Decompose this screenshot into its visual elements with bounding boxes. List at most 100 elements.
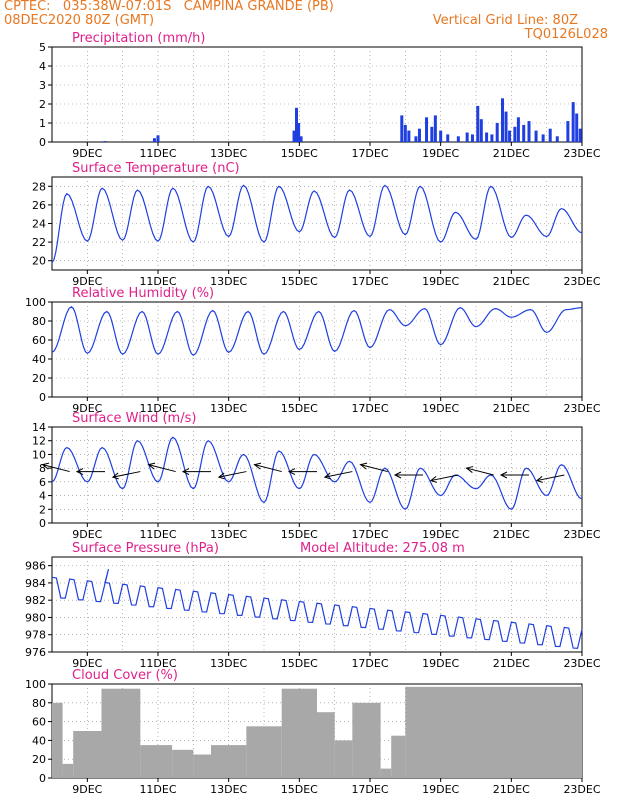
panel0-ytick-label: 4 [39, 60, 46, 73]
wind-arrow [148, 464, 176, 473]
panel4-xtick-label: 13DEC [210, 657, 247, 670]
cloud-bar [391, 735, 406, 778]
precip-bar [508, 130, 512, 142]
precip-bar [433, 115, 437, 142]
cloud-bar [246, 726, 282, 778]
precip-bar [501, 98, 504, 142]
panel0-xtick-label: 23DEC [563, 147, 600, 160]
wind-arrow-head [393, 471, 402, 479]
wind-arrow [466, 467, 494, 476]
panel5-ytick-label: 0 [39, 772, 46, 785]
panel3-ytick-label: 10 [32, 448, 46, 461]
panel0-xtick-label: 21DEC [493, 147, 530, 160]
panel2-frame [51, 301, 583, 398]
panel2-ytick-label: 100 [25, 296, 46, 309]
panel1-xtick-label: 19DEC [422, 275, 459, 288]
panel4-xtick-label: 23DEC [563, 657, 600, 670]
panel0-xtick-label: 17DEC [351, 147, 388, 160]
cloud-bar [52, 702, 63, 778]
precip-bar [465, 132, 469, 142]
wind-speed-line [51, 436, 583, 511]
precip-bar [495, 123, 499, 142]
panel5-ytick-label: 80 [32, 697, 46, 710]
panel0-xtick-label: 9DEC [72, 147, 102, 160]
humidity-line [51, 305, 583, 356]
precip-bar [575, 113, 579, 142]
panel1-title: Surface Temperature (nC) [72, 161, 240, 176]
precip-bar [571, 102, 575, 142]
panel1-xtick-label: 17DEC [351, 275, 388, 288]
panel5-xtick-label: 19DEC [422, 783, 459, 796]
wind-arrow-head [465, 466, 474, 473]
panel3-xtick-label: 23DEC [563, 528, 600, 541]
precip-bar [152, 138, 156, 142]
panel3-ytick-label: 0 [39, 517, 46, 530]
panel5-xtick-label: 13DEC [210, 783, 247, 796]
precip-bar [400, 115, 404, 142]
panel4-xtick-label: 19DEC [422, 657, 459, 670]
temperature-line [51, 184, 583, 263]
precip-bar [417, 128, 421, 142]
panel3-ytick-label: 4 [39, 490, 46, 503]
precip-bar [103, 141, 107, 142]
cloud-bar [281, 688, 317, 778]
precip-bar [485, 132, 489, 142]
panel3-xtick-label: 17DEC [351, 528, 388, 541]
panel5-xtick-label: 15DEC [281, 783, 318, 796]
panel2-ytick-label: 0 [39, 391, 46, 404]
panel3-xtick-label: 15DEC [281, 528, 318, 541]
precip-bar [407, 130, 411, 142]
panel1-ytick-label: 20 [32, 255, 46, 268]
panel0-ytick-label: 1 [39, 117, 46, 130]
panel3-xtick-label: 13DEC [210, 528, 247, 541]
wind-arrow [324, 471, 353, 478]
precip-bar [548, 128, 552, 142]
panel4-xtick-label: 15DEC [281, 657, 318, 670]
panel5-xtick-label: 11DEC [139, 783, 176, 796]
panel2-xtick-label: 9DEC [72, 402, 102, 415]
wind-arrow [360, 464, 388, 473]
wind-arrow-head [535, 475, 543, 483]
precip-bar [479, 119, 483, 142]
precip-bar [403, 124, 407, 142]
cloud-bar [140, 745, 173, 778]
panel2-xtick-label: 11DEC [139, 402, 176, 415]
panel3-frame [51, 426, 583, 524]
panel3-xtick-label: 19DEC [422, 528, 459, 541]
precip-bar [446, 134, 450, 142]
panel2-ytick-label: 40 [32, 353, 46, 366]
wind-arrow-head [181, 468, 190, 476]
cloud-bar [380, 768, 392, 778]
wind-arrows [41, 462, 565, 483]
panel2-xtick-label: 17DEC [351, 402, 388, 415]
panel3-xtick-label: 9DEC [72, 528, 102, 541]
precip-bar [516, 117, 520, 142]
panel2-ytick-label: 60 [32, 334, 46, 347]
panel1-xtick-label: 11DEC [139, 275, 176, 288]
precip-bar [566, 121, 570, 142]
cloud-bar [211, 745, 247, 778]
panel1-ytick-label: 22 [32, 236, 46, 249]
wind-arrow-head [217, 472, 225, 480]
panel3-title: Surface Wind (m/s) [72, 411, 196, 426]
panel3-ytick-label: 14 [32, 421, 46, 434]
cloud-bar [62, 763, 74, 778]
cloud-bar [73, 731, 102, 778]
panel0-ytick-label: 0 [39, 136, 46, 149]
panel4-ytick-label: 984 [25, 577, 46, 590]
panel5-xtick-label: 9DEC [72, 783, 102, 796]
panel1-xtick-label: 9DEC [72, 275, 102, 288]
panel0-ytick-label: 3 [39, 79, 46, 92]
panel1-ytick-label: 24 [32, 218, 46, 231]
wind-arrow-head [41, 462, 50, 470]
panel5-ytick-label: 100 [25, 678, 46, 691]
panel2-xtick-label: 19DEC [422, 402, 459, 415]
panel4-xtick-label: 17DEC [351, 657, 388, 670]
panel4-ytick-label: 986 [25, 560, 46, 573]
panel3-xtick-label: 21DEC [493, 528, 530, 541]
wind-arrow [42, 464, 70, 473]
precip-bar [297, 123, 301, 142]
panel4-xtick-label: 11DEC [139, 657, 176, 670]
precip-bar [534, 130, 538, 142]
